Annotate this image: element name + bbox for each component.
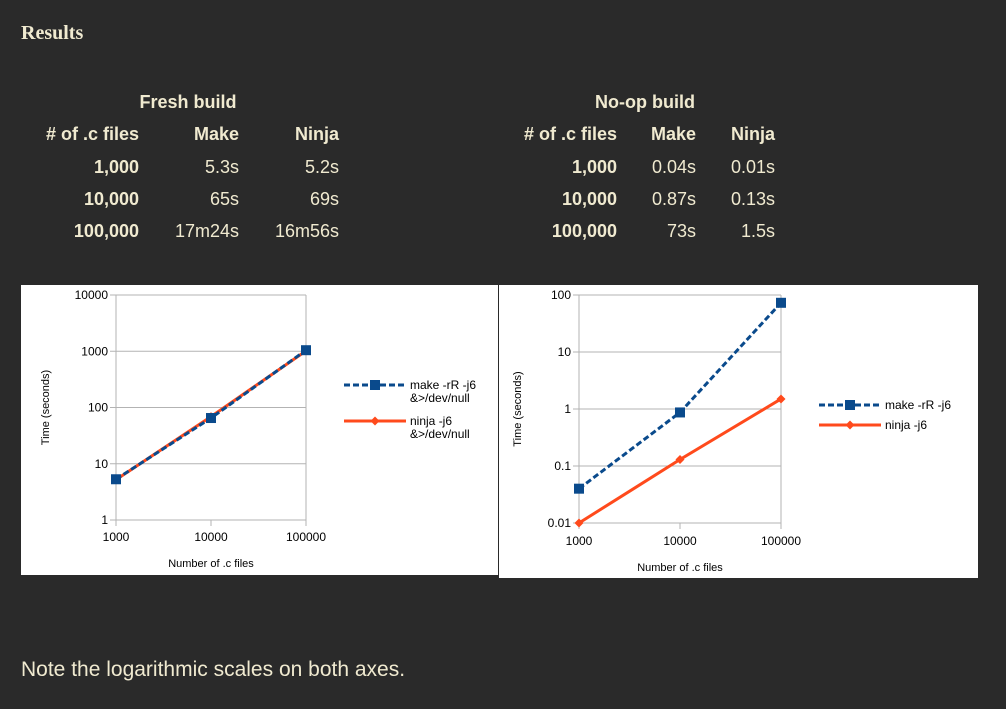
x-tick-label: 1000 xyxy=(566,534,593,548)
table-cell: 0.01s xyxy=(730,157,775,177)
data-point xyxy=(301,345,311,356)
data-point xyxy=(776,297,786,308)
legend-label: make -rR -j6 xyxy=(410,378,476,392)
table-cell: 10,000 xyxy=(83,189,139,209)
column-header: # of .c files xyxy=(523,124,617,144)
y-tick-label: 0.01 xyxy=(548,516,572,530)
table-cell: 1.5s xyxy=(740,221,775,241)
x-tick-label: 1000 xyxy=(103,530,130,544)
table-cell: 16m56s xyxy=(274,221,339,241)
x-tick-label: 10000 xyxy=(663,534,697,548)
table-title: No-op build xyxy=(595,92,695,112)
table-cell: 17m24s xyxy=(174,221,239,241)
table-cell: 65s xyxy=(209,189,239,209)
fresh-build-chart-svg: 1 10 100 1000 10000 1000 10000 100000 Number of … xyxy=(40,288,476,570)
y-tick-label: 0.1 xyxy=(554,459,571,473)
data-point xyxy=(574,518,584,528)
table-cell: 10,000 xyxy=(561,189,617,209)
table-cell: 0.87s xyxy=(651,189,696,209)
table-cell: 1,000 xyxy=(93,157,139,177)
x-tick-label: 10000 xyxy=(194,530,228,544)
y-tick-label: 1000 xyxy=(81,344,108,358)
legend-marker xyxy=(845,400,855,410)
y-tick-label: 1 xyxy=(101,513,108,527)
table-cell: 0.04s xyxy=(651,157,696,177)
table-cell: 5.3s xyxy=(204,157,239,177)
table-cell: 100,000 xyxy=(73,221,139,241)
legend-label: &>/dev/null xyxy=(410,427,470,441)
legend-label: ninja -j6 xyxy=(410,414,452,428)
x-axis-label: Number of .c files xyxy=(168,558,254,570)
column-header: Ninja xyxy=(294,124,339,144)
legend-marker xyxy=(845,420,855,430)
legend-marker xyxy=(370,416,380,426)
legend-label: ninja -j6 xyxy=(885,418,927,432)
table-title: Fresh build xyxy=(139,92,237,112)
data-point xyxy=(776,394,786,404)
x-tick-label: 100000 xyxy=(761,534,801,548)
data-point xyxy=(206,413,216,424)
column-header: Make xyxy=(650,124,696,144)
data-point xyxy=(675,455,685,465)
x-axis-label: Number of .c files xyxy=(637,562,723,574)
y-axis-label: Time (seconds) xyxy=(512,371,524,446)
y-tick-label: 10 xyxy=(558,345,572,359)
column-header: Make xyxy=(193,124,239,144)
noop-build-chart: 0.01 0.1 1 10 100 1000 10000 100000 Number of .c… xyxy=(499,285,978,578)
y-tick-label: 10 xyxy=(95,457,109,471)
legend-label: &>/dev/null xyxy=(410,391,470,405)
y-tick-label: 100 xyxy=(551,288,571,302)
data-point xyxy=(111,474,121,485)
table-cell: 0.13s xyxy=(730,189,775,209)
legend-label: make -rR -j6 xyxy=(885,398,951,412)
column-header: # of .c files xyxy=(45,124,139,144)
y-tick-label: 10000 xyxy=(75,288,109,302)
column-header: Ninja xyxy=(730,124,775,144)
y-tick-label: 1 xyxy=(564,402,571,416)
data-point xyxy=(675,407,685,418)
table-cell: 73s xyxy=(666,221,696,241)
table-cell: 100,000 xyxy=(551,221,617,241)
table-cell: 5.2s xyxy=(304,157,339,177)
y-axis-label: Time (seconds) xyxy=(40,370,52,445)
x-tick-label: 100000 xyxy=(286,530,326,544)
table-cell: 69s xyxy=(309,189,339,209)
table-cell: 1,000 xyxy=(571,157,617,177)
results-heading: Results xyxy=(21,22,84,44)
data-point xyxy=(574,483,584,494)
noop-build-chart-svg: 0.01 0.1 1 10 100 1000 10000 100000 Number of .c… xyxy=(512,288,951,574)
legend-marker xyxy=(370,380,380,390)
fresh-build-chart: 1 10 100 1000 10000 1000 10000 100000 Number of … xyxy=(21,285,498,575)
scale-note: Note the logarithmic scales on both axes… xyxy=(21,658,406,681)
y-tick-label: 100 xyxy=(88,401,108,415)
